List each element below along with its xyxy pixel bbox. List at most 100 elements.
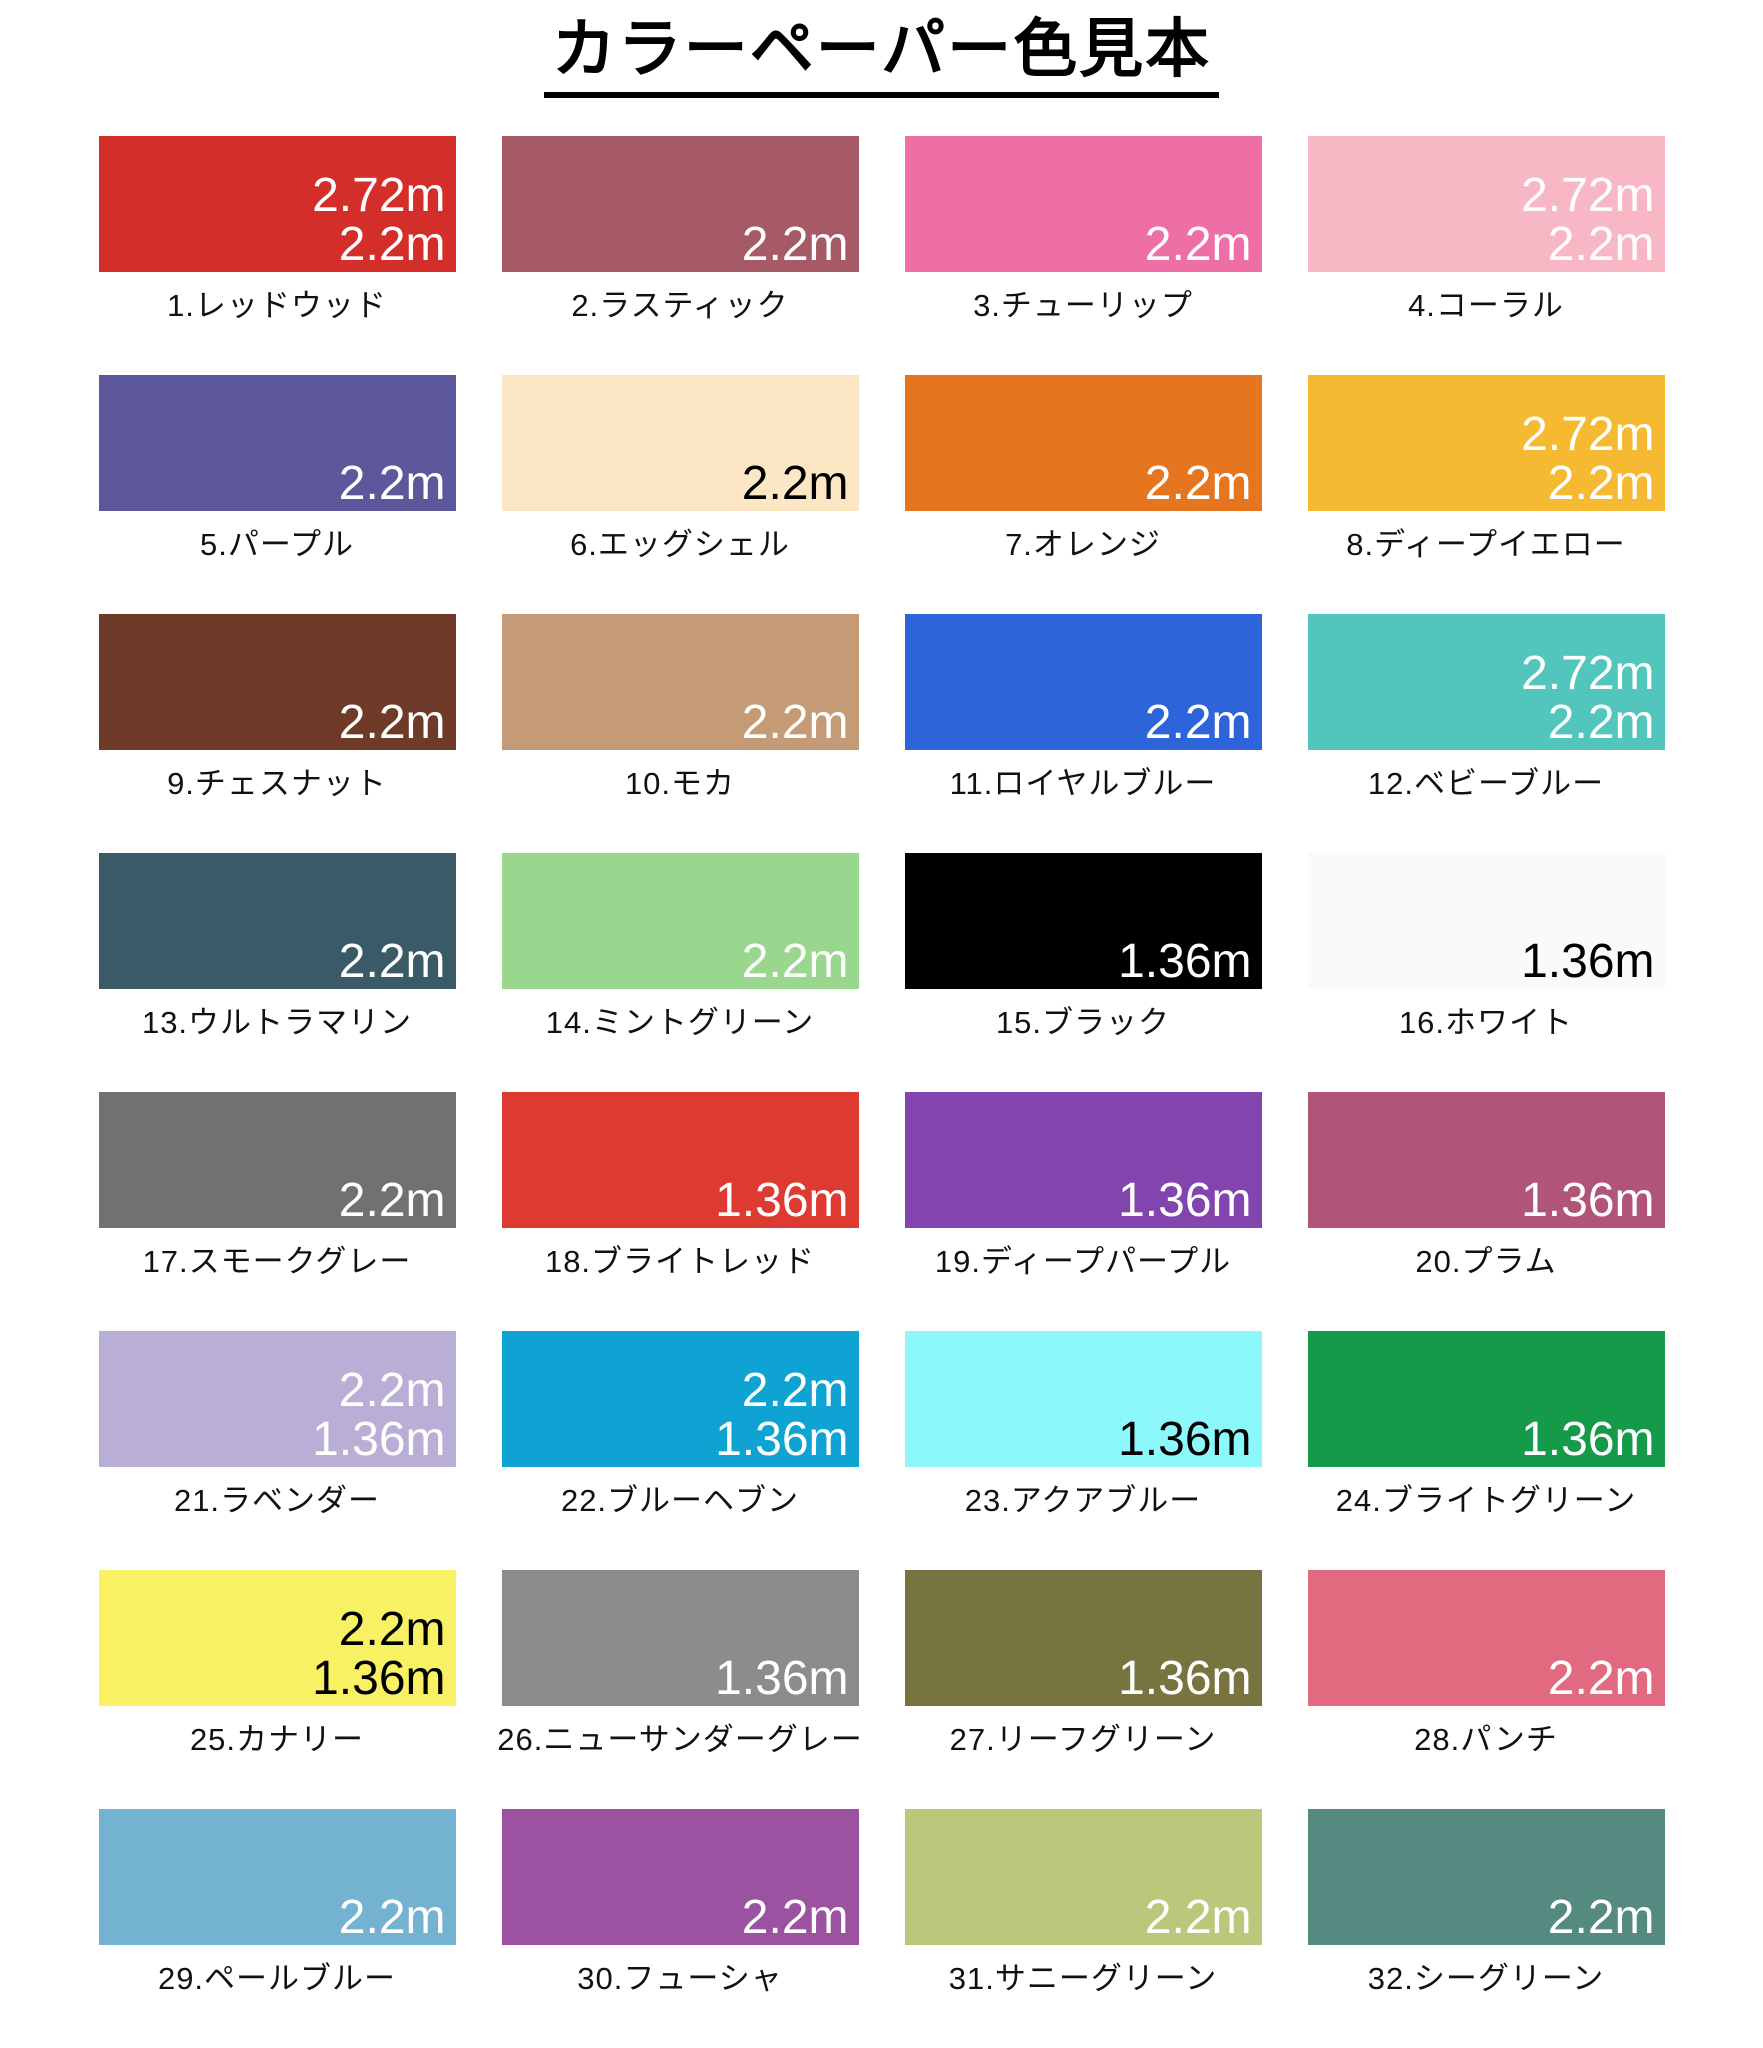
swatch-cell: 2.2m 7.オレンジ xyxy=(904,375,1262,564)
swatch-size: 2.2m xyxy=(1144,218,1252,272)
swatch-label: 6.エッグシェル xyxy=(570,527,790,563)
swatch-color-block: 1.36m xyxy=(904,1092,1262,1229)
swatch-label: 4.コーラル xyxy=(1408,288,1564,324)
swatch-cell: 1.36m 27.リーフグリーン xyxy=(904,1570,1262,1759)
swatch-size: 2.2m xyxy=(1547,457,1655,511)
swatch-cell: 2.2m 13.ウルトラマリン xyxy=(98,853,456,1042)
swatch-size-list: 1.36m xyxy=(1118,1415,1251,1465)
swatch-size-list: 1.36m xyxy=(1118,937,1251,987)
swatch-label: 2.ラスティック xyxy=(571,288,789,324)
swatch-size-list: 2.2m xyxy=(1145,220,1252,270)
swatch-cell: 2.2m 10.モカ xyxy=(501,614,859,803)
swatch-label: 21.ラベンダー xyxy=(173,1483,381,1519)
swatch-cell: 2.2m 2.ラスティック xyxy=(501,136,859,325)
swatch-cell: 2.2m 11.ロイヤルブルー xyxy=(904,614,1262,803)
swatch-color-block: 2.2m xyxy=(501,136,859,273)
swatch-cell: 1.36m 15.ブラック xyxy=(904,853,1262,1042)
swatch-cell: 2.2m 6.エッグシェル xyxy=(501,375,859,564)
swatch-color-block: 1.36m xyxy=(1307,853,1665,990)
swatch-size: 2.72m xyxy=(1521,168,1655,222)
swatch-color-block: 2.2m xyxy=(98,853,456,990)
swatch-color-block: 2.2m xyxy=(501,853,859,990)
swatch-cell: 2.72m 2.2m 8.ディープイエロー xyxy=(1307,375,1665,564)
swatch-color-block: 2.72m 2.2m xyxy=(1307,375,1665,512)
swatch-color-block: 1.36m xyxy=(1307,1331,1665,1468)
swatch-label: 22.ブルーヘブン xyxy=(560,1483,800,1519)
swatch-label: 15.ブラック xyxy=(995,1005,1171,1041)
swatch-label: 12.ベビーブルー xyxy=(1367,766,1605,802)
swatch-label: 16.ホワイト xyxy=(1398,1005,1574,1041)
swatch-color-block: 2.2m 1.36m xyxy=(98,1570,456,1707)
swatch-size-list: 1.36m xyxy=(715,1654,848,1704)
swatch-size: 1.36m xyxy=(715,1413,849,1467)
swatch-size: 2.2m xyxy=(338,1174,446,1228)
swatch-color-block: 2.2m xyxy=(1307,1809,1665,1946)
swatch-label: 24.ブライトグリーン xyxy=(1335,1483,1637,1519)
swatch-size: 1.36m xyxy=(1521,935,1655,989)
swatch-label: 31.サニーグリーン xyxy=(948,1961,1218,1997)
swatch-size: 2.2m xyxy=(338,696,446,750)
swatch-color-block: 1.36m xyxy=(904,853,1262,990)
swatch-cell: 2.2m 32.シーグリーン xyxy=(1307,1809,1665,1998)
swatch-size: 2.2m xyxy=(1144,696,1252,750)
swatch-size-list: 2.2m xyxy=(339,1176,446,1226)
swatch-label: 3.チューリップ xyxy=(973,288,1193,324)
swatch-color-block: 2.2m xyxy=(904,136,1262,273)
swatch-label: 27.リーフグリーン xyxy=(949,1722,1217,1758)
swatch-size: 1.36m xyxy=(1118,1174,1252,1228)
swatch-size-list: 2.2m xyxy=(1145,459,1252,509)
swatch-size-list: 2.72m 2.2m xyxy=(1521,409,1655,511)
swatch-cell: 2.2m 14.ミントグリーン xyxy=(501,853,859,1042)
swatch-color-block: 2.2m xyxy=(904,1809,1262,1946)
swatch-color-block: 2.2m xyxy=(501,1809,859,1946)
swatch-label: 7.オレンジ xyxy=(1005,527,1161,563)
swatch-cell: 1.36m 19.ディープパープル xyxy=(904,1092,1262,1281)
swatch-label: 8.ディープイエロー xyxy=(1346,527,1626,563)
swatch-grid: 2.72m 2.2m 1.レッドウッド 2.2m 2.ラスティック 2.2m 3.… xyxy=(98,136,1665,1998)
swatch-size: 2.2m xyxy=(741,696,849,750)
swatch-cell: 2.2m 1.36m 25.カナリー xyxy=(98,1570,456,1759)
swatch-size: 1.36m xyxy=(1118,935,1252,989)
swatch-size-list: 2.2m xyxy=(1548,1893,1655,1943)
swatch-size-list: 2.2m xyxy=(339,698,446,748)
swatch-color-block: 2.2m 1.36m xyxy=(501,1331,859,1468)
swatch-color-block: 2.72m 2.2m xyxy=(1307,614,1665,751)
swatch-size-list: 2.2m 1.36m xyxy=(312,1604,445,1705)
swatch-color-block: 1.36m xyxy=(904,1331,1262,1468)
swatch-size-list: 2.2m xyxy=(742,1893,849,1943)
swatch-size: 2.2m xyxy=(338,1363,446,1417)
swatch-size-list: 1.36m xyxy=(1521,1176,1654,1226)
swatch-cell: 2.72m 2.2m 4.コーラル xyxy=(1307,136,1665,325)
swatch-cell: 2.2m 1.36m 21.ラベンダー xyxy=(98,1331,456,1520)
swatch-label: 28.パンチ xyxy=(1414,1722,1558,1758)
swatch-size-list: 1.36m xyxy=(1118,1176,1251,1226)
swatch-size-list: 2.2m xyxy=(339,459,446,509)
swatch-size-list: 1.36m xyxy=(1521,937,1654,987)
swatch-size: 2.2m xyxy=(741,457,849,511)
swatch-size: 1.36m xyxy=(1118,1652,1252,1706)
swatch-size: 2.2m xyxy=(741,1891,849,1945)
swatch-label: 1.レッドウッド xyxy=(167,288,387,324)
swatch-size-list: 1.36m xyxy=(1521,1415,1654,1465)
swatch-size: 1.36m xyxy=(715,1652,849,1706)
swatch-size: 2.2m xyxy=(338,457,446,511)
swatch-color-block: 2.2m xyxy=(904,614,1262,751)
swatch-color-block: 1.36m xyxy=(501,1092,859,1229)
swatch-cell: 2.2m 29.ペールブルー xyxy=(98,1809,456,1998)
swatch-size: 1.36m xyxy=(1521,1174,1655,1228)
swatch-size: 2.72m xyxy=(312,168,446,222)
swatch-size: 2.2m xyxy=(1144,1891,1252,1945)
swatch-color-block: 2.2m xyxy=(98,375,456,512)
swatch-color-block: 2.2m 1.36m xyxy=(98,1331,456,1468)
swatch-color-block: 2.2m xyxy=(98,1092,456,1229)
swatch-size-list: 2.2m xyxy=(339,1893,446,1943)
swatch-size: 2.2m xyxy=(338,218,446,272)
swatch-size-list: 2.2m xyxy=(742,698,849,748)
swatch-cell: 1.36m 26.ニューサンダーグレー xyxy=(497,1570,862,1759)
swatch-size-list: 2.2m xyxy=(742,459,849,509)
swatch-label: 14.ミントグリーン xyxy=(545,1005,815,1041)
swatch-label: 19.ディープパープル xyxy=(934,1244,1232,1280)
swatch-cell: 2.2m 31.サニーグリーン xyxy=(904,1809,1262,1998)
swatch-size-list: 2.2m xyxy=(742,220,849,270)
